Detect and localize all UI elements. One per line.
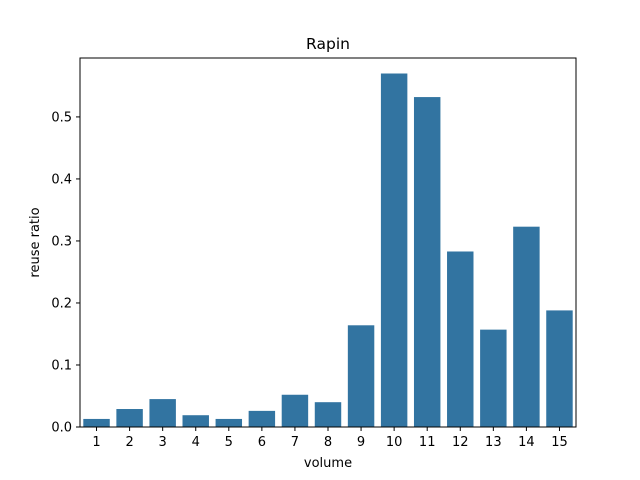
bar-4 — [182, 415, 209, 427]
bar-7 — [281, 394, 309, 427]
x-tick-label: 7 — [291, 435, 299, 450]
bar-15 — [546, 310, 573, 427]
plot-frame — [79, 57, 577, 428]
bar-10 — [380, 73, 408, 427]
x-tick-label: 3 — [159, 435, 167, 450]
y-axis-label: reuse ratio — [28, 207, 43, 277]
x-tick-label: 11 — [419, 435, 436, 450]
y-tick-label: 0.1 — [51, 358, 72, 373]
x-tick-label: 1 — [92, 435, 100, 450]
x-tick-label: 15 — [551, 435, 568, 450]
bar-1 — [83, 418, 110, 427]
x-tick-label: 2 — [125, 435, 133, 450]
bar-6 — [248, 410, 276, 427]
x-axis-ticks: 1 2 3 4 5 6 7 8 9 10 11 12 13 14 15 — [92, 427, 568, 450]
bar-9 — [347, 325, 375, 427]
bar-11 — [413, 97, 441, 427]
chart-title: Rapin — [306, 35, 350, 53]
y-tick-label: 0.2 — [51, 296, 72, 311]
y-tick-label: 0.5 — [51, 110, 72, 125]
x-tick-label: 10 — [386, 435, 403, 450]
x-tick-label: 13 — [485, 435, 502, 450]
x-tick-label: 8 — [324, 435, 332, 450]
bar-12 — [447, 251, 474, 427]
x-tick-label: 6 — [258, 435, 266, 450]
bars-group — [83, 73, 573, 427]
bar-8 — [314, 402, 342, 427]
x-tick-label: 12 — [452, 435, 469, 450]
y-axis-ticks: 0.0 0.1 0.2 0.3 0.4 0.5 — [51, 110, 80, 436]
x-tick-label: 9 — [357, 435, 365, 450]
y-tick-label: 0.0 — [51, 421, 72, 436]
x-tick-label: 14 — [518, 435, 535, 450]
bar-3 — [149, 399, 176, 427]
bar-5 — [215, 418, 243, 427]
bar-14 — [513, 226, 540, 427]
bar-2 — [116, 409, 143, 427]
bar-13 — [480, 329, 507, 427]
y-tick-label: 0.4 — [51, 172, 72, 187]
y-tick-label: 0.3 — [51, 234, 72, 249]
x-axis-label: volume — [304, 456, 352, 471]
x-tick-label: 4 — [192, 435, 200, 450]
x-tick-label: 5 — [225, 435, 233, 450]
